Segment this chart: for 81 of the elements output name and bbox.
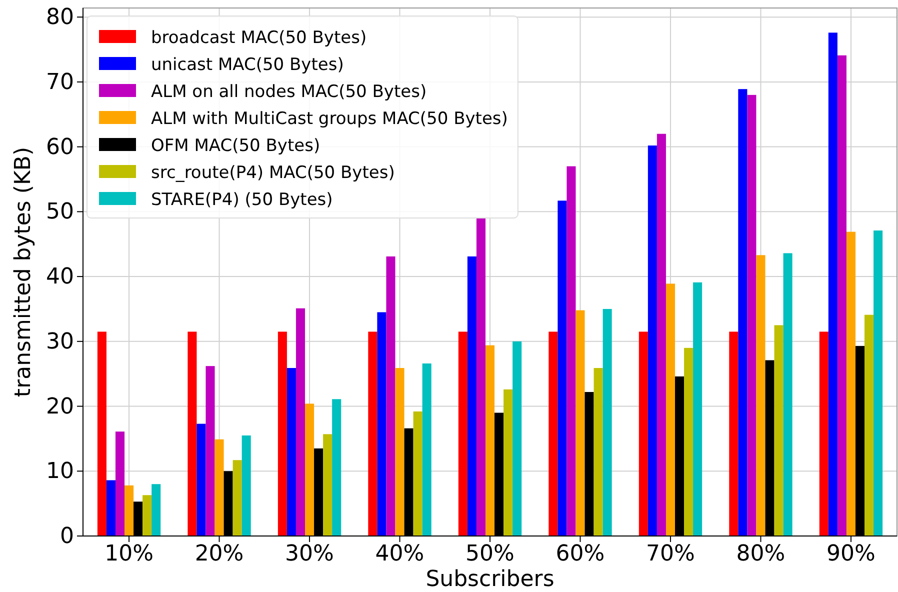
bar	[594, 368, 603, 536]
bar	[747, 94, 756, 536]
bar	[196, 424, 206, 536]
y-tick-label: 40	[46, 264, 74, 290]
bar	[666, 284, 675, 536]
bar	[124, 485, 134, 536]
bar	[142, 495, 152, 536]
bar	[656, 134, 666, 536]
bar	[512, 341, 522, 536]
bar	[548, 332, 558, 536]
bar	[377, 312, 386, 536]
bar	[874, 230, 883, 536]
bar	[286, 368, 296, 536]
bar	[576, 310, 585, 536]
bar	[323, 434, 332, 536]
x-tick-label: 50%	[466, 542, 514, 567]
y-tick-label: 30	[46, 329, 74, 354]
x-tick-label: 70%	[646, 542, 695, 567]
bar	[422, 363, 432, 536]
y-tick-label: 80	[46, 5, 74, 30]
bar	[566, 166, 576, 536]
bar	[467, 256, 476, 536]
bar	[332, 399, 342, 536]
bar	[368, 332, 378, 536]
legend-label: broadcast MAC(50 Bytes)	[151, 28, 367, 48]
bar	[774, 325, 784, 536]
bar	[837, 55, 846, 536]
bar	[242, 435, 251, 536]
legend-label: ALM with MultiCast groups MAC(50 Bytes)	[151, 109, 508, 129]
bar	[504, 389, 513, 536]
y-tick-label: 60	[46, 134, 74, 160]
bar	[783, 253, 792, 536]
x-tick-label: 10%	[104, 542, 154, 567]
x-tick-label: 20%	[194, 542, 244, 567]
y-axis-title: transmitted bytes (KB)	[11, 146, 36, 398]
legend-label: src_route(P4) MAC(50 Bytes)	[151, 163, 395, 183]
bar	[305, 404, 314, 536]
bar	[476, 218, 486, 536]
x-tick-label: 90%	[826, 542, 876, 567]
bar	[232, 460, 242, 536]
legend-label: STARE(P4) (50 Bytes)	[151, 190, 333, 210]
x-tick-label: 30%	[285, 542, 334, 567]
bar	[188, 332, 197, 536]
bar	[97, 332, 106, 536]
y-tick-label: 50	[46, 200, 74, 225]
bar	[115, 432, 125, 536]
bar	[558, 200, 567, 536]
legend-label: unicast MAC(50 Bytes)	[151, 55, 344, 75]
bar	[819, 332, 828, 536]
bar	[846, 232, 856, 536]
bar	[729, 332, 738, 536]
bar	[828, 32, 838, 536]
bar	[152, 484, 161, 536]
x-tick-label: 60%	[556, 542, 605, 567]
y-tick-label: 20	[46, 394, 74, 420]
bar	[648, 146, 657, 536]
bar	[684, 348, 694, 536]
legend-label: ALM on all nodes MAC(50 Bytes)	[151, 82, 427, 102]
bar	[106, 480, 116, 536]
y-tick-label: 0	[60, 524, 74, 550]
bar	[395, 368, 404, 536]
bar	[738, 89, 748, 536]
x-axis-title: Subscribers	[426, 567, 554, 592]
bar	[214, 439, 224, 536]
bar	[638, 332, 648, 536]
bar	[756, 255, 766, 536]
legend-label: OFM MAC(50 Bytes)	[151, 136, 320, 156]
bar	[413, 411, 422, 536]
y-tick-label: 70	[46, 70, 74, 95]
bar	[485, 345, 495, 536]
bar	[206, 366, 215, 536]
bar	[278, 332, 287, 536]
bar	[693, 282, 702, 536]
x-tick-label: 40%	[375, 542, 424, 567]
bar	[386, 256, 396, 536]
x-tick-label: 80%	[736, 542, 786, 567]
bar	[458, 332, 468, 536]
bar	[296, 308, 305, 536]
bar	[864, 314, 874, 536]
y-tick-label: 10	[46, 459, 74, 484]
bar	[602, 308, 612, 536]
